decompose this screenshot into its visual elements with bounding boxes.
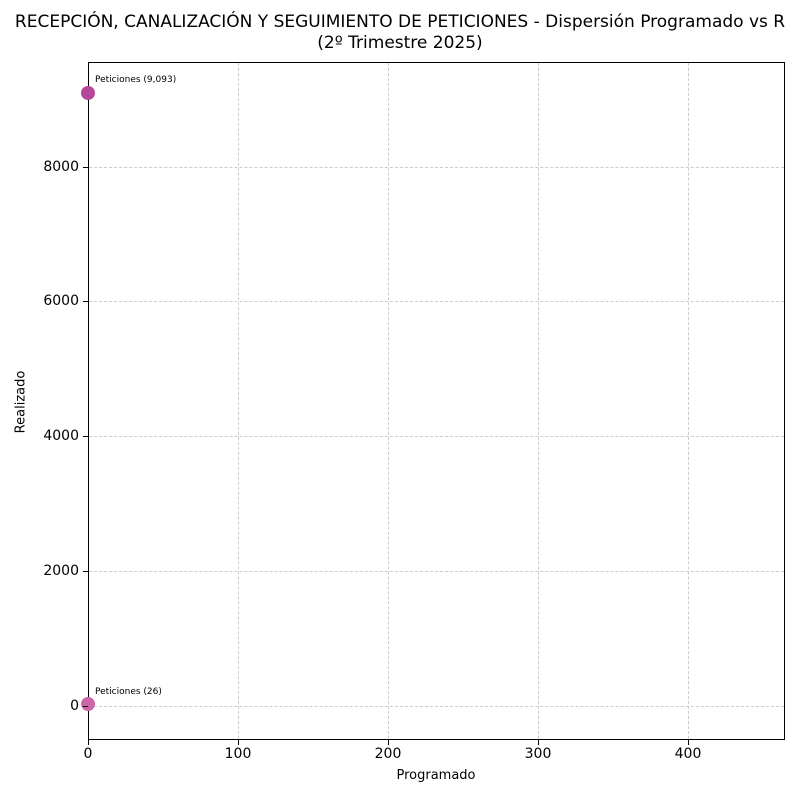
grid-line-y-2000 [89, 571, 784, 572]
y-tick [83, 167, 88, 168]
y-tick-label: 6000 [43, 293, 79, 309]
y-axis-title: Realizado [13, 370, 29, 434]
x-axis-title: Programado [396, 768, 476, 783]
chart-title: RECEPCIÓN, CANALIZACIÓN Y SEGUIMIENTO DE… [0, 12, 800, 54]
y-tick [83, 571, 88, 572]
grid-line-x-100 [238, 63, 239, 739]
x-tick-label: 100 [224, 746, 252, 762]
x-tick [388, 740, 389, 745]
y-tick-label: 0 [70, 698, 79, 714]
y-tick-label: 4000 [43, 428, 79, 444]
point-label-peticiones-26: Peticiones (26) [95, 687, 162, 697]
grid-line-y-6000 [89, 301, 784, 302]
x-tick [238, 740, 239, 745]
grid-line-y-0 [89, 706, 784, 707]
data-point-peticiones-26 [81, 697, 95, 711]
x-tick-label: 0 [83, 746, 93, 762]
x-tick-label: 200 [374, 746, 402, 762]
x-tick [688, 740, 689, 745]
y-tick-label: 2000 [43, 563, 79, 579]
data-point-peticiones-9093 [81, 86, 95, 100]
grid-line-y-8000 [89, 167, 784, 168]
grid-line-x-200 [388, 63, 389, 739]
grid-line-y-4000 [89, 436, 784, 437]
x-tick [538, 740, 539, 745]
x-tick [88, 740, 89, 745]
y-tick [83, 301, 88, 302]
chart-title-line1: RECEPCIÓN, CANALIZACIÓN Y SEGUIMIENTO DE… [14, 12, 786, 32]
y-tick-label: 8000 [43, 159, 79, 175]
y-tick [83, 706, 88, 707]
x-tick-label: 300 [524, 746, 552, 762]
plot-area [88, 62, 785, 740]
grid-line-x-300 [538, 63, 539, 739]
chart-title-line2: (2º Trimestre 2025) [317, 33, 483, 53]
point-label-peticiones-9093: Peticiones (9,093) [95, 75, 177, 85]
y-tick [83, 436, 88, 437]
grid-line-x-400 [688, 63, 689, 739]
x-tick-label: 400 [674, 746, 702, 762]
